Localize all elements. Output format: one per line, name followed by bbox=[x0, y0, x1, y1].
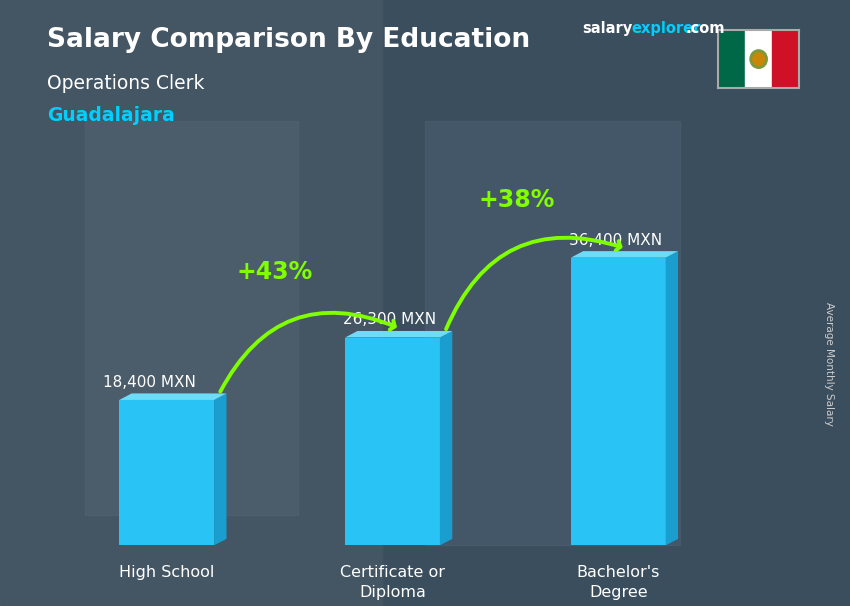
Text: 36,400 MXN: 36,400 MXN bbox=[569, 233, 661, 247]
Polygon shape bbox=[571, 251, 678, 258]
Text: 26,300 MXN: 26,300 MXN bbox=[343, 312, 436, 327]
Bar bbox=[772, 30, 799, 88]
Bar bbox=[718, 30, 745, 88]
Text: +43%: +43% bbox=[237, 260, 313, 284]
Bar bbox=[119, 400, 214, 545]
Bar bbox=[345, 338, 440, 545]
Circle shape bbox=[753, 53, 764, 65]
Bar bbox=[745, 30, 772, 88]
Bar bbox=[0, 0, 382, 606]
Bar bbox=[382, 0, 850, 606]
Bar bbox=[425, 121, 680, 545]
Bar bbox=[85, 121, 298, 515]
Polygon shape bbox=[666, 251, 678, 545]
Text: Salary Comparison By Education: Salary Comparison By Education bbox=[47, 27, 530, 53]
Polygon shape bbox=[214, 393, 226, 545]
Circle shape bbox=[750, 50, 768, 68]
Text: explorer: explorer bbox=[632, 21, 701, 36]
Bar bbox=[571, 258, 666, 545]
Text: 18,400 MXN: 18,400 MXN bbox=[104, 375, 196, 390]
Text: +38%: +38% bbox=[479, 187, 555, 211]
Text: salary: salary bbox=[582, 21, 632, 36]
Polygon shape bbox=[119, 393, 226, 400]
Text: Operations Clerk: Operations Clerk bbox=[47, 74, 204, 93]
Polygon shape bbox=[440, 331, 452, 545]
Text: Guadalajara: Guadalajara bbox=[47, 106, 174, 125]
Polygon shape bbox=[345, 331, 452, 338]
Text: Average Monthly Salary: Average Monthly Salary bbox=[824, 302, 834, 425]
Text: .com: .com bbox=[685, 21, 724, 36]
